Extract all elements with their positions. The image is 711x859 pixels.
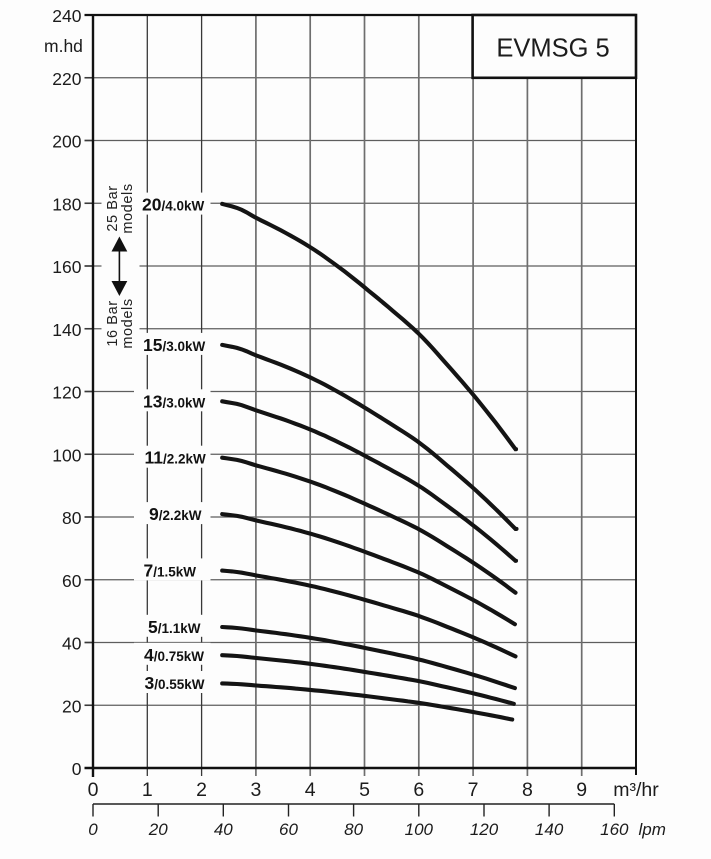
svg-text:4/0.75kW: 4/0.75kW [144,645,204,665]
svg-text:6: 6 [413,779,424,801]
svg-text:5: 5 [359,779,370,801]
svg-text:m.hd: m.hd [44,36,83,56]
svg-text:8: 8 [522,779,533,801]
svg-text:160: 160 [52,257,81,277]
svg-text:models: models [120,298,136,348]
svg-text:220: 220 [52,69,81,89]
svg-text:25 Bar: 25 Bar [105,185,121,231]
svg-text:100: 100 [405,820,434,839]
svg-text:40: 40 [214,820,233,839]
svg-text:3/0.55kW: 3/0.55kW [145,673,205,693]
svg-text:7/1.5kW: 7/1.5kW [144,560,197,580]
svg-text:0: 0 [88,820,98,839]
svg-text:60: 60 [279,820,298,839]
svg-text:models: models [120,183,136,233]
svg-text:120: 120 [470,820,499,839]
svg-text:240: 240 [52,6,81,26]
svg-text:1: 1 [142,779,153,801]
svg-text:60: 60 [62,571,82,591]
svg-text:13/3.0kW: 13/3.0kW [143,391,205,411]
svg-text:80: 80 [62,508,82,528]
svg-text:20: 20 [62,697,82,717]
svg-text:9/2.2kW: 9/2.2kW [149,504,202,524]
svg-text:16 Bar: 16 Bar [105,300,121,346]
svg-text:160: 160 [600,820,629,839]
svg-text:20/4.0kW: 20/4.0kW [142,195,204,215]
svg-text:0: 0 [88,779,99,801]
svg-text:4: 4 [305,779,316,801]
svg-text:0: 0 [72,759,82,779]
svg-text:80: 80 [344,820,363,839]
svg-text:20: 20 [148,820,168,839]
svg-text:100: 100 [52,445,81,465]
svg-text:3: 3 [250,779,261,801]
svg-text:180: 180 [52,194,81,214]
svg-text:m³/hr: m³/hr [613,779,659,801]
svg-text:200: 200 [52,132,81,152]
svg-text:40: 40 [62,634,82,654]
svg-text:140: 140 [52,320,81,340]
svg-text:5/1.1kW: 5/1.1kW [148,617,201,637]
svg-text:2: 2 [196,779,207,801]
svg-text:9: 9 [576,779,587,801]
svg-text:EVMSG 5: EVMSG 5 [496,35,609,63]
svg-text:15/3.0kW: 15/3.0kW [143,335,205,355]
svg-text:lpm: lpm [639,820,666,839]
svg-text:11/2.2kW: 11/2.2kW [145,448,207,468]
svg-text:140: 140 [535,820,564,839]
svg-text:7: 7 [468,779,479,801]
svg-text:120: 120 [52,383,81,403]
